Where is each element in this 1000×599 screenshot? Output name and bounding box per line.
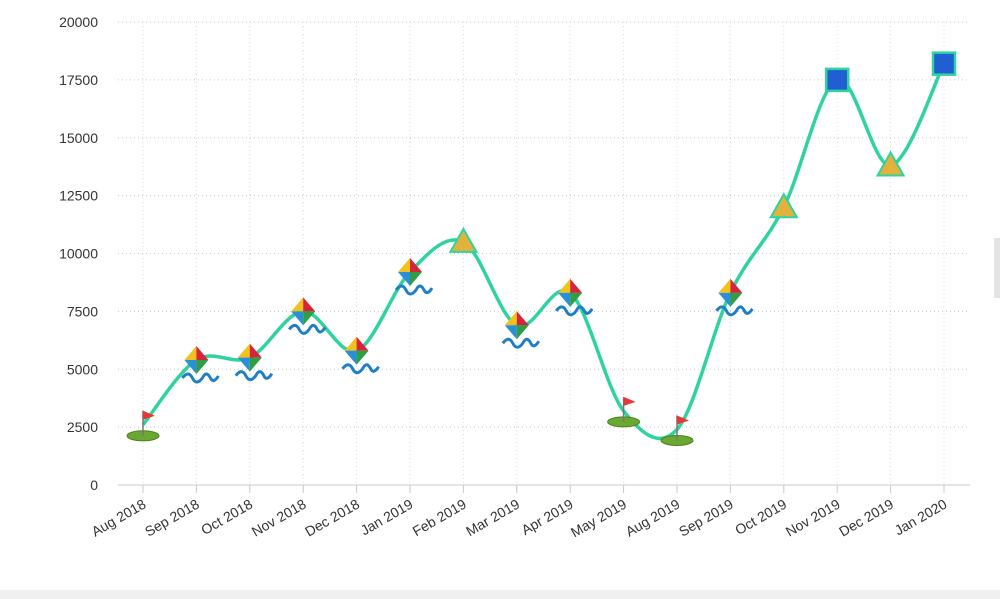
kite-part xyxy=(196,359,209,374)
kite-part xyxy=(356,350,369,365)
square xyxy=(931,51,957,76)
kite-part xyxy=(249,357,262,372)
y-tick-label: 2500 xyxy=(67,419,98,435)
marker xyxy=(660,415,694,446)
kite-part xyxy=(730,292,743,307)
marker xyxy=(607,396,641,428)
bottom-bar xyxy=(0,590,1000,599)
marker xyxy=(501,311,541,349)
square xyxy=(824,67,850,93)
kite-tail xyxy=(394,284,434,296)
marker xyxy=(341,336,380,375)
kite-part xyxy=(237,357,250,372)
kite-part xyxy=(410,272,422,287)
kite-part xyxy=(249,343,262,358)
kite-tail xyxy=(341,363,380,375)
kite-tail xyxy=(555,305,594,317)
kite-part xyxy=(398,272,410,287)
kite-tail xyxy=(181,372,220,384)
flag-cloth xyxy=(623,396,636,406)
y-tick-label: 20000 xyxy=(59,14,98,30)
marker xyxy=(288,297,327,335)
kite-part xyxy=(184,359,197,374)
kite-part xyxy=(504,311,517,326)
kite-part xyxy=(291,311,304,326)
kite-tail xyxy=(234,370,274,382)
marker xyxy=(234,343,274,382)
y-tick-label: 5000 xyxy=(67,361,98,377)
kite-part xyxy=(516,311,529,326)
kite-part xyxy=(410,258,422,273)
kite-tail xyxy=(288,323,327,335)
kite-part xyxy=(344,336,357,351)
kite-part xyxy=(398,258,410,273)
marker xyxy=(555,278,594,317)
marker xyxy=(769,192,799,219)
kite-part xyxy=(196,345,209,360)
flag-cloth xyxy=(143,410,155,420)
marker xyxy=(448,226,479,253)
y-tick-label: 10000 xyxy=(59,246,98,262)
kite-part xyxy=(356,336,369,351)
kite-part xyxy=(504,325,517,340)
kite-part xyxy=(558,292,571,307)
marker xyxy=(824,67,850,93)
kite-part xyxy=(303,311,316,326)
kite-tail xyxy=(501,337,541,349)
kite-part xyxy=(516,325,529,340)
scroll-handle xyxy=(994,238,1000,298)
y-tick-label: 17500 xyxy=(59,72,98,88)
flag-cloth xyxy=(677,415,689,425)
kite-tail xyxy=(715,305,754,317)
kite-part xyxy=(291,297,304,312)
kite-part xyxy=(570,292,583,307)
kite-part xyxy=(718,292,731,307)
kite-part xyxy=(558,278,571,293)
kite-part xyxy=(303,297,316,312)
marker xyxy=(181,345,220,384)
triangle xyxy=(448,226,479,253)
marker xyxy=(394,258,434,296)
y-tick-label: 15000 xyxy=(59,130,98,146)
y-tick-label: 7500 xyxy=(67,303,98,319)
kite-part xyxy=(730,278,743,293)
kite-part xyxy=(344,350,357,365)
marker xyxy=(126,410,160,442)
y-tick-label: 12500 xyxy=(59,188,98,204)
triangle xyxy=(875,150,906,177)
kite-part xyxy=(570,278,583,293)
kite-part xyxy=(237,343,250,358)
marker xyxy=(715,278,754,317)
kite-part xyxy=(184,345,197,360)
marker xyxy=(875,150,906,177)
triangle xyxy=(769,192,799,219)
y-tick-label: 0 xyxy=(90,477,98,493)
marker xyxy=(931,51,957,76)
kite-part xyxy=(718,278,731,293)
